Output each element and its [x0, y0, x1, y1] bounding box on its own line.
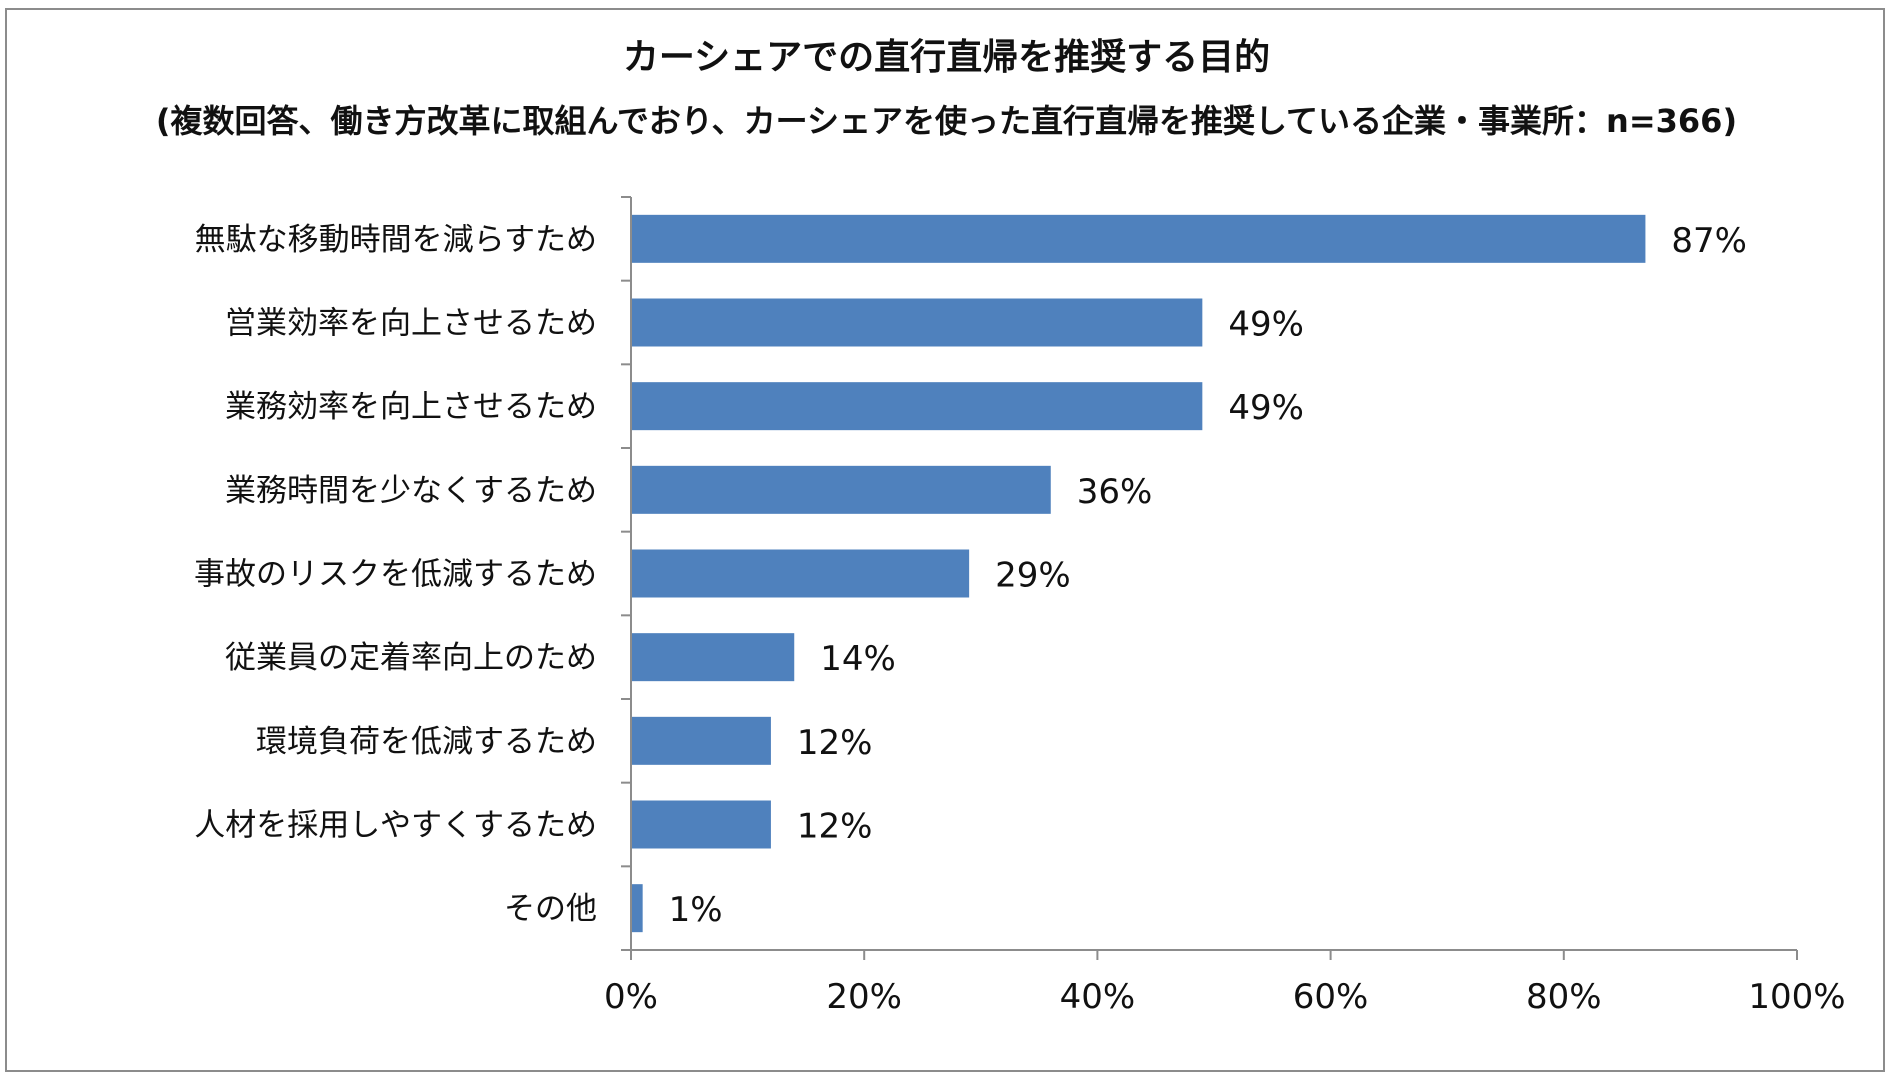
bar: [631, 214, 1646, 263]
bar: [631, 884, 643, 933]
category-label: 事故のリスクを低減するため: [194, 557, 597, 593]
category-label: 環境負荷を低減するため: [256, 724, 597, 760]
x-tick-label: 60%: [1293, 977, 1369, 1017]
value-label: 29%: [995, 556, 1071, 596]
category-label: 業務時間を少なくするため: [225, 473, 597, 509]
value-label: 12%: [797, 807, 873, 847]
bar: [631, 382, 1203, 431]
bar: [631, 800, 771, 849]
category-label: 人材を採用しやすくするため: [194, 808, 597, 844]
labels-layer: 無駄な移動時間を減らすため 87% 営業効率を向上させるため 49% 業務効率を向上させ…: [194, 221, 1846, 1017]
axis-layer: [621, 196, 1798, 960]
bar: [631, 716, 771, 765]
x-tick-label: 100%: [1748, 977, 1845, 1017]
category-label: 無駄な移動時間を減らすため: [195, 222, 597, 258]
value-label: 49%: [1228, 305, 1304, 345]
value-label: 14%: [820, 639, 896, 679]
value-label: 49%: [1228, 388, 1304, 428]
value-label: 12%: [797, 723, 873, 763]
category-label: その他: [504, 891, 597, 927]
x-tick-label: 20%: [826, 977, 902, 1017]
bars-layer: [631, 214, 1646, 933]
value-label: 1%: [669, 890, 723, 930]
x-tick-label: 80%: [1526, 977, 1602, 1017]
x-tick-label: 40%: [1060, 977, 1136, 1017]
category-label: 業務効率を向上させるため: [225, 389, 597, 425]
value-label: 87%: [1671, 221, 1747, 261]
category-label: 営業効率を向上させるため: [225, 306, 597, 342]
bar: [631, 633, 795, 682]
chart-subtitle: (複数回答、働き方改革に取組んでおり、カーシェアを使った直行直帰を推奨している企…: [155, 102, 1738, 140]
bar: [631, 549, 970, 598]
chart-frame: [5, 8, 1885, 1072]
category-label: 従業員の定着率向上のため: [225, 640, 597, 676]
bar: [631, 465, 1051, 514]
bar: [631, 298, 1203, 347]
x-tick-label: 0%: [604, 977, 658, 1017]
value-label: 36%: [1077, 472, 1153, 512]
chart-title: カーシェアでの直行直帰を推奨する目的: [622, 37, 1271, 78]
